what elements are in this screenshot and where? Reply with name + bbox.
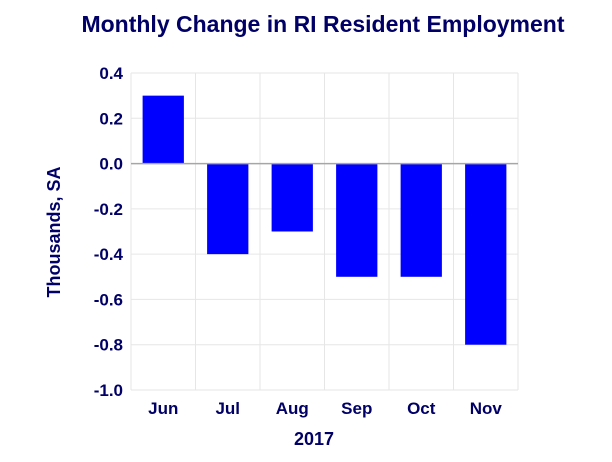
bar-jul — [207, 163, 249, 255]
y-tick-label: -0.4 — [94, 245, 124, 264]
y-tick-label: -1.0 — [94, 381, 123, 400]
y-tick-label: -0.2 — [94, 200, 123, 219]
y-tick-labels: 0.4 0.2 0.0 -0.2 -0.4 -0.6 -0.8 -1.0 — [94, 64, 124, 400]
bar-oct — [400, 163, 442, 277]
bar-aug — [271, 163, 313, 232]
y-tick-label: 0.4 — [99, 64, 123, 83]
y-tick-label: -0.8 — [94, 336, 123, 355]
x-tick-label: Aug — [276, 399, 309, 418]
x-tick-label: Oct — [407, 399, 436, 418]
bars — [142, 95, 507, 345]
x-axis-label: 2017 — [294, 429, 334, 449]
y-axis-label: Thousands, SA — [44, 166, 64, 297]
chart-title: Monthly Change in RI Resident Employment — [81, 11, 564, 37]
x-tick-labels: Jun Jul Aug Sep Oct Nov — [148, 399, 502, 418]
grid-lines — [130, 72, 519, 391]
bar-jun — [142, 95, 184, 164]
x-tick-label: Nov — [470, 399, 503, 418]
x-tick-label: Jul — [215, 399, 240, 418]
bar-sep — [336, 163, 378, 277]
x-tick-label: Sep — [341, 399, 372, 418]
y-tick-label: 0.0 — [99, 155, 123, 174]
bar-nov — [465, 163, 507, 345]
x-tick-label: Jun — [148, 399, 178, 418]
y-tick-label: 0.2 — [99, 109, 123, 128]
y-tick-label: -0.6 — [94, 290, 123, 309]
